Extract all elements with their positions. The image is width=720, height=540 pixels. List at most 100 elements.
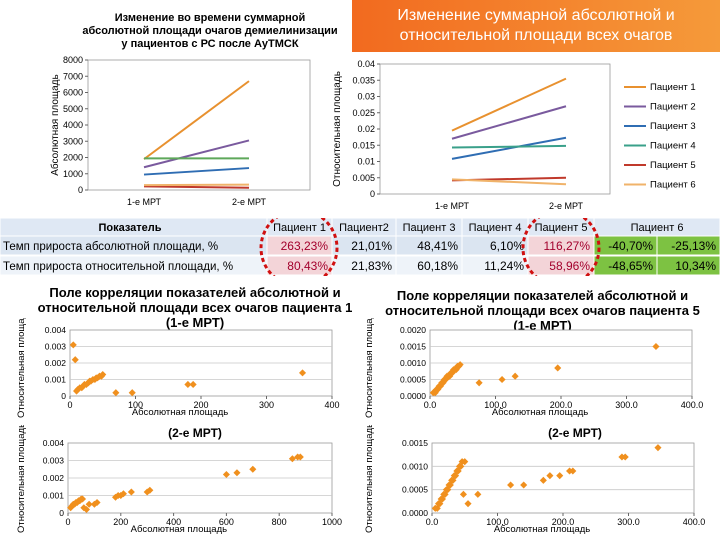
table-cell <box>656 235 720 256</box>
y-tick-label: 0.003 <box>43 456 65 466</box>
y-tick-label: 0.005 <box>352 173 375 183</box>
x-axis-label: Абсолютная площадь <box>131 524 227 535</box>
table-cell-text: -48,65% <box>608 259 653 273</box>
table-cell-text: 60,18% <box>417 259 458 273</box>
legend-label: Пациент 6 <box>650 180 696 191</box>
header-text: Пациент 4 <box>469 222 522 234</box>
y-tick-label: 0.03 <box>357 92 375 102</box>
scatter1-patient1-mri1: 0 0.001 0.002 0.003 0.004 0 100 200 300 400 Абсолю… <box>16 318 340 418</box>
table-cell-text: 21,01% <box>351 239 392 253</box>
header-text: Показатель <box>98 222 161 234</box>
y-tick-label: 0.0000 <box>400 391 426 401</box>
data-point <box>249 465 257 473</box>
y-tick-label: 0.0005 <box>402 485 428 495</box>
banner-title: Изменение суммарной абсолютной и относит… <box>397 7 675 44</box>
x-tick-label: 200 <box>113 517 128 527</box>
scatter4-patient5-mri2: (2-е МРТ) 0.0000 0.0005 0.0010 0.0015 0.0 100.… <box>364 425 706 535</box>
x-tick-label: 300 <box>259 400 274 410</box>
x-tick-label: 100.0 <box>486 517 509 527</box>
table-cell-text: 58,96% <box>549 259 590 273</box>
chart1-absolute-area: 0 1000 2000 3000 4000 5000 6000 7000 8000 1-е МРТ… <box>49 55 311 207</box>
x-tick-label: 0 <box>67 400 72 410</box>
x-tick-label: 200.0 <box>552 517 575 527</box>
y-tick-label: 0.015 <box>352 140 375 150</box>
data-point <box>298 369 307 377</box>
y-tick-label: 0 <box>59 508 64 518</box>
x-tick-label: 400.0 <box>683 517 706 527</box>
table-cell-text: 80,43% <box>287 259 328 273</box>
x-axis-label: Абсолютная площадь <box>132 407 228 418</box>
y-tick-label: 4000 <box>63 120 83 130</box>
data-point <box>474 490 482 498</box>
y-tick-label: 0.0005 <box>400 375 426 385</box>
x-tick-label: 100.0 <box>484 400 507 410</box>
series-line <box>143 185 250 189</box>
y-tick-label: 0 <box>78 185 83 195</box>
x-tick-label: 400.0 <box>681 400 704 410</box>
x-tick-label: 1-е МРТ <box>127 197 162 207</box>
data-point <box>128 389 136 397</box>
header-text: Пациент 3 <box>403 222 456 234</box>
scatter-title: (2-е МРТ) <box>168 426 222 440</box>
y-tick-label: 0 <box>370 189 375 199</box>
data-point <box>233 469 241 477</box>
y-axis-label: Относительная площадь <box>364 318 375 418</box>
legend-label: Пациент 3 <box>650 121 696 132</box>
y-axis-label: Относительная площадь <box>16 318 27 418</box>
x-tick-label: 0.0 <box>426 517 439 527</box>
y-tick-label: 0.025 <box>352 108 375 118</box>
series-line <box>451 77 567 132</box>
x-tick-label: 200.0 <box>550 400 573 410</box>
scatter2-patient5-mri1: 0.0000 0.0005 0.0010 0.0015 0.0020 0.0 100.0 20… <box>364 318 704 418</box>
scatter2-title: Поле корреляции показателей абсолютной и… <box>385 288 700 333</box>
legend-label: Пациент 5 <box>650 160 696 171</box>
table-cell <box>656 255 720 276</box>
growth-table: Показатель Пациент 1 Пациент2 Пациент 3 Паци… <box>0 218 720 276</box>
plot-area <box>87 59 311 191</box>
x-tick-label: 0.0 <box>424 400 437 410</box>
table-cell-text: -40,70% <box>608 239 653 253</box>
y-tick-label: 0.0010 <box>400 358 426 368</box>
y-axis-label: Относительная площадь <box>364 425 375 533</box>
table-cell-text: 48,41% <box>417 239 458 253</box>
y-tick-label: 0.004 <box>43 438 65 448</box>
y-tick-label: 0.04 <box>357 59 375 69</box>
table-cell-text: 21,83% <box>351 259 392 273</box>
plot-area <box>379 63 611 195</box>
table-cell-text: Темп прироста относительной площади, % <box>3 261 233 273</box>
series-line <box>451 105 567 140</box>
data-point <box>93 498 101 507</box>
data-point <box>78 495 87 503</box>
table-cell-text: 6,10% <box>490 239 524 253</box>
chart2-relative-area: 0 0.005 0.01 0.015 0.02 0.025 0.03 0.035 0.04 1-е… <box>332 59 696 211</box>
table-cell-text: 263,23% <box>281 239 329 253</box>
x-tick-label: 300.0 <box>615 400 638 410</box>
data-point <box>459 490 467 498</box>
series-line <box>143 80 250 160</box>
x-tick-label: 600 <box>219 517 234 527</box>
plot-area <box>431 442 695 514</box>
header-text: Пациент 6 <box>631 222 684 234</box>
y-tick-label: 2000 <box>63 153 83 163</box>
y-tick-label: 0.002 <box>43 473 65 483</box>
x-tick-label: 0 <box>65 517 70 527</box>
y-tick-label: 0.004 <box>45 325 67 335</box>
highlight-oval-patient5 <box>521 218 601 276</box>
y-tick-label: 0.035 <box>352 75 375 85</box>
header-text: Пациент2 <box>339 222 389 234</box>
y-tick-label: 0.0000 <box>402 508 428 518</box>
legend-label: Пациент 4 <box>650 141 696 152</box>
y-tick-label: 7000 <box>63 71 83 81</box>
data-point <box>475 379 483 387</box>
legend-label: Пациент 1 <box>650 82 696 93</box>
y-tick-label: 0.0010 <box>402 461 428 471</box>
y-axis-label: Относительная площадь <box>332 71 343 187</box>
data-point <box>464 500 472 508</box>
data-point <box>146 486 154 494</box>
y-tick-label: 0.001 <box>43 491 65 501</box>
y-axis-label: Абсолютная площадь <box>49 74 61 175</box>
y-tick-label: 0.0020 <box>400 325 426 335</box>
y-tick-label: 0.0015 <box>400 342 426 352</box>
x-tick-label: 200 <box>193 400 208 410</box>
series-line <box>143 167 250 176</box>
